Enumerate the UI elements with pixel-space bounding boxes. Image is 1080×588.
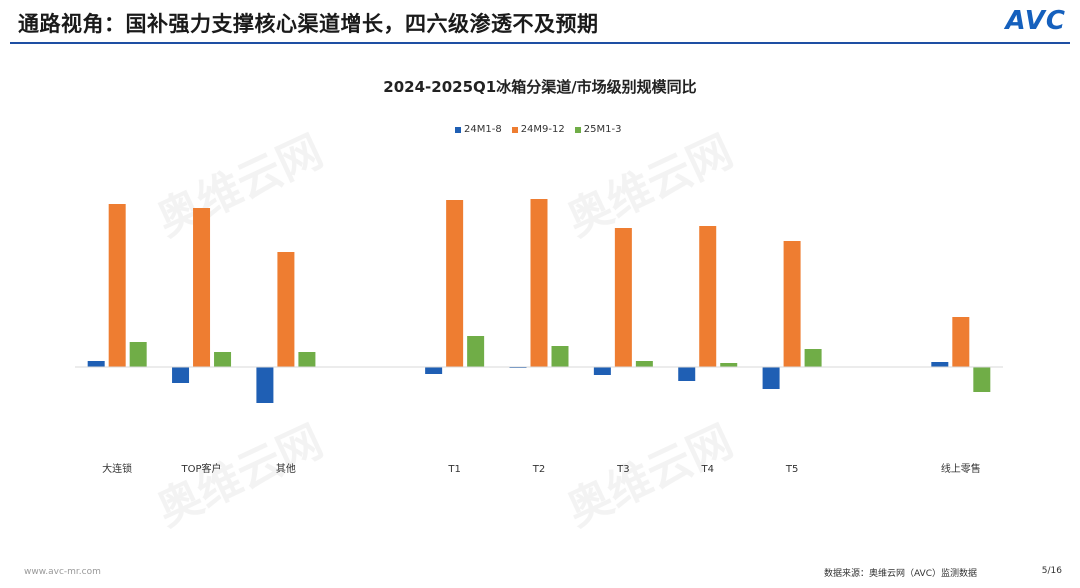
bar-24M9-12 — [446, 200, 464, 367]
bar-24M9-12 — [108, 204, 126, 367]
header-divider — [10, 42, 1070, 44]
category-label: 大连锁 — [102, 462, 132, 475]
bar-24M9-12 — [530, 199, 548, 367]
bar-24M9-12 — [277, 252, 295, 367]
bar-24M1-8 — [931, 362, 949, 367]
category-label: T3 — [616, 464, 629, 475]
chart-legend: 24M1-8 24M9-12 25M1-3 — [455, 124, 621, 135]
bar-24M1-8 — [87, 361, 105, 367]
bar-24M9-12 — [952, 317, 970, 367]
legend-item: 25M1-3 — [574, 124, 622, 135]
bar-25M1-3 — [720, 363, 738, 367]
category-label: 线上零售 — [941, 462, 981, 475]
bar-24M9-12 — [699, 226, 717, 367]
legend-label: 25M1-3 — [583, 124, 622, 135]
bar-24M1-8 — [678, 367, 696, 381]
bar-25M1-3 — [467, 336, 485, 367]
bar-24M1-8 — [172, 367, 190, 383]
category-label: T1 — [447, 464, 460, 475]
legend-swatch — [455, 126, 461, 133]
website-url: www.avc-mr.com — [24, 567, 101, 577]
bar-24M1-8 — [593, 367, 611, 375]
data-source: 数据来源：奥维云网（AVC）监测数据 — [823, 569, 977, 579]
bar-24M9-12 — [193, 208, 211, 367]
bar-24M1-8 — [762, 367, 780, 389]
bar-25M1-3 — [214, 352, 232, 367]
category-label: T5 — [785, 464, 798, 475]
bar-25M1-3 — [804, 349, 822, 367]
bar-25M1-3 — [635, 361, 653, 367]
category-label: TOP客户 — [181, 462, 222, 475]
legend-swatch — [574, 126, 581, 133]
legend-swatch — [511, 126, 518, 133]
chart-title: 2024-2025Q1冰箱分渠道/市场级别规模同比 — [383, 78, 697, 96]
bar-25M1-3 — [129, 342, 147, 367]
category-label: T4 — [700, 464, 713, 475]
bar-24M1-8 — [425, 367, 443, 374]
bar-24M9-12 — [614, 228, 632, 367]
legend-label: 24M9-12 — [520, 124, 565, 135]
legend-item: 24M9-12 — [511, 124, 565, 135]
bar-25M1-3 — [298, 352, 316, 367]
bar-25M1-3 — [973, 367, 991, 392]
bar-25M1-3 — [551, 346, 569, 367]
legend-label: 24M1-8 — [464, 124, 502, 135]
bar-24M9-12 — [783, 241, 801, 367]
page-title: 通路视角：国补强力支撑核心渠道增长，四六级渗透不及预期 — [18, 12, 599, 36]
legend-item: 24M1-8 — [455, 124, 502, 135]
avc-logo: AVC — [1005, 6, 1066, 36]
bar-24M1-8 — [256, 367, 274, 403]
category-label: T2 — [532, 464, 545, 475]
category-label: 其他 — [276, 462, 296, 475]
page-number: 5/16 — [1041, 566, 1062, 576]
